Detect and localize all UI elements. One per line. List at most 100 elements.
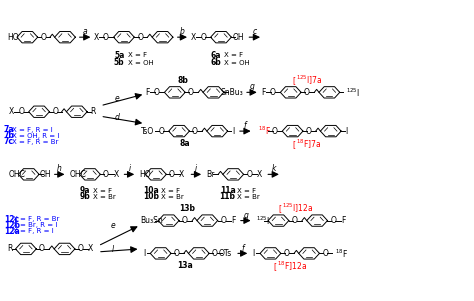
- Text: f: f: [241, 244, 244, 253]
- Text: [: [: [292, 140, 295, 149]
- Text: I: I: [346, 127, 348, 136]
- Text: O: O: [270, 88, 276, 97]
- Text: 9b: 9b: [80, 192, 91, 201]
- Text: X: X: [179, 170, 184, 179]
- Text: $^{18}$F: $^{18}$F: [335, 247, 348, 259]
- Text: X: X: [9, 107, 14, 116]
- Text: f: f: [244, 121, 246, 130]
- Text: e: e: [114, 94, 119, 103]
- Text: X = OH: X = OH: [128, 60, 154, 66]
- Text: h: h: [57, 164, 62, 173]
- Text: 11b: 11b: [219, 192, 236, 201]
- Text: [: [: [278, 204, 281, 213]
- Text: O: O: [154, 88, 160, 97]
- Text: Bu₃Sn: Bu₃Sn: [140, 216, 163, 225]
- Text: 12a: 12a: [4, 227, 19, 235]
- Text: X = OH, R = I: X = OH, R = I: [12, 132, 59, 138]
- Text: OH: OH: [232, 33, 244, 42]
- Text: $^{125}$I: $^{125}$I: [256, 214, 270, 227]
- Text: 6a: 6a: [210, 51, 221, 60]
- Text: 8a: 8a: [180, 138, 191, 147]
- Text: O: O: [169, 170, 175, 179]
- Text: X = F, R = Br: X = F, R = Br: [13, 216, 60, 222]
- Text: O: O: [200, 33, 206, 42]
- Text: a: a: [83, 27, 87, 36]
- Text: 9a: 9a: [80, 186, 91, 195]
- Text: 13a: 13a: [177, 261, 193, 270]
- Text: 13b: 13b: [180, 204, 195, 213]
- Text: 7b: 7b: [4, 131, 15, 140]
- Text: g: g: [243, 211, 248, 220]
- Text: O: O: [41, 33, 47, 42]
- Text: O: O: [330, 216, 336, 225]
- Text: I: I: [232, 127, 234, 136]
- Text: O: O: [192, 127, 198, 136]
- Text: d: d: [114, 113, 119, 122]
- Text: O: O: [272, 127, 278, 136]
- Text: O: O: [103, 33, 109, 42]
- Text: O: O: [220, 216, 226, 225]
- Text: X = Br, R = I: X = Br, R = I: [13, 222, 57, 228]
- Text: O: O: [174, 249, 180, 258]
- Text: e: e: [111, 222, 116, 231]
- Text: Br: Br: [206, 170, 215, 179]
- Text: [: [: [292, 76, 295, 85]
- Text: O: O: [188, 88, 194, 97]
- Text: 8b: 8b: [177, 76, 188, 85]
- Text: X = F, R = I: X = F, R = I: [12, 127, 53, 133]
- Text: X = Br: X = Br: [161, 194, 183, 200]
- Text: i: i: [128, 164, 130, 173]
- Text: O: O: [52, 107, 58, 116]
- Text: g: g: [249, 82, 254, 92]
- Text: OTs: OTs: [219, 249, 232, 258]
- Text: O: O: [39, 244, 45, 253]
- Text: O: O: [78, 244, 83, 253]
- Text: OH: OH: [40, 170, 52, 179]
- Text: O: O: [292, 216, 297, 225]
- Text: 5b: 5b: [114, 58, 125, 67]
- Text: X = F: X = F: [237, 188, 256, 194]
- Text: O: O: [212, 249, 218, 258]
- Text: 6b: 6b: [210, 58, 221, 67]
- Text: 7c: 7c: [4, 137, 14, 146]
- Text: F: F: [341, 216, 345, 225]
- Text: HO: HO: [8, 33, 19, 42]
- Text: F: F: [231, 216, 236, 225]
- Text: $^{125}$I]12a: $^{125}$I]12a: [282, 202, 313, 215]
- Text: $^{18}$F: $^{18}$F: [258, 125, 271, 137]
- Text: $^{125}$I: $^{125}$I: [346, 86, 360, 98]
- Text: j: j: [195, 164, 197, 173]
- Text: b: b: [180, 27, 185, 36]
- Text: F: F: [262, 88, 266, 97]
- Text: I: I: [143, 249, 145, 258]
- Text: O: O: [138, 33, 144, 42]
- Text: O: O: [182, 216, 188, 225]
- Text: X: X: [256, 170, 262, 179]
- Text: X = OH: X = OH: [224, 60, 250, 66]
- Text: 12b: 12b: [4, 221, 20, 230]
- Text: l: l: [112, 245, 114, 254]
- Text: O: O: [283, 249, 290, 258]
- Text: O: O: [18, 107, 24, 116]
- Text: O: O: [304, 88, 310, 97]
- Text: X = F, R = Br: X = F, R = Br: [12, 138, 58, 144]
- Text: $^{18}$F]7a: $^{18}$F]7a: [296, 138, 321, 151]
- Text: 10b: 10b: [143, 192, 159, 201]
- Text: X = F: X = F: [161, 188, 180, 194]
- Text: X = F: X = F: [224, 52, 244, 58]
- Text: X = F, R = I: X = F, R = I: [13, 228, 54, 234]
- Text: X = Br: X = Br: [93, 194, 116, 200]
- Text: O: O: [306, 127, 311, 136]
- Text: X = F: X = F: [128, 52, 147, 58]
- Text: OHC: OHC: [70, 170, 87, 179]
- Text: X = Br: X = Br: [237, 194, 260, 200]
- Text: R: R: [7, 244, 12, 253]
- Text: 10a: 10a: [143, 186, 159, 195]
- Text: X: X: [191, 33, 196, 42]
- Text: X: X: [88, 244, 93, 253]
- Text: k: k: [271, 164, 276, 173]
- Text: $^{18}$F]12a: $^{18}$F]12a: [277, 260, 307, 273]
- Text: X: X: [113, 170, 118, 179]
- Text: O: O: [322, 249, 328, 258]
- Text: X = F: X = F: [93, 188, 112, 194]
